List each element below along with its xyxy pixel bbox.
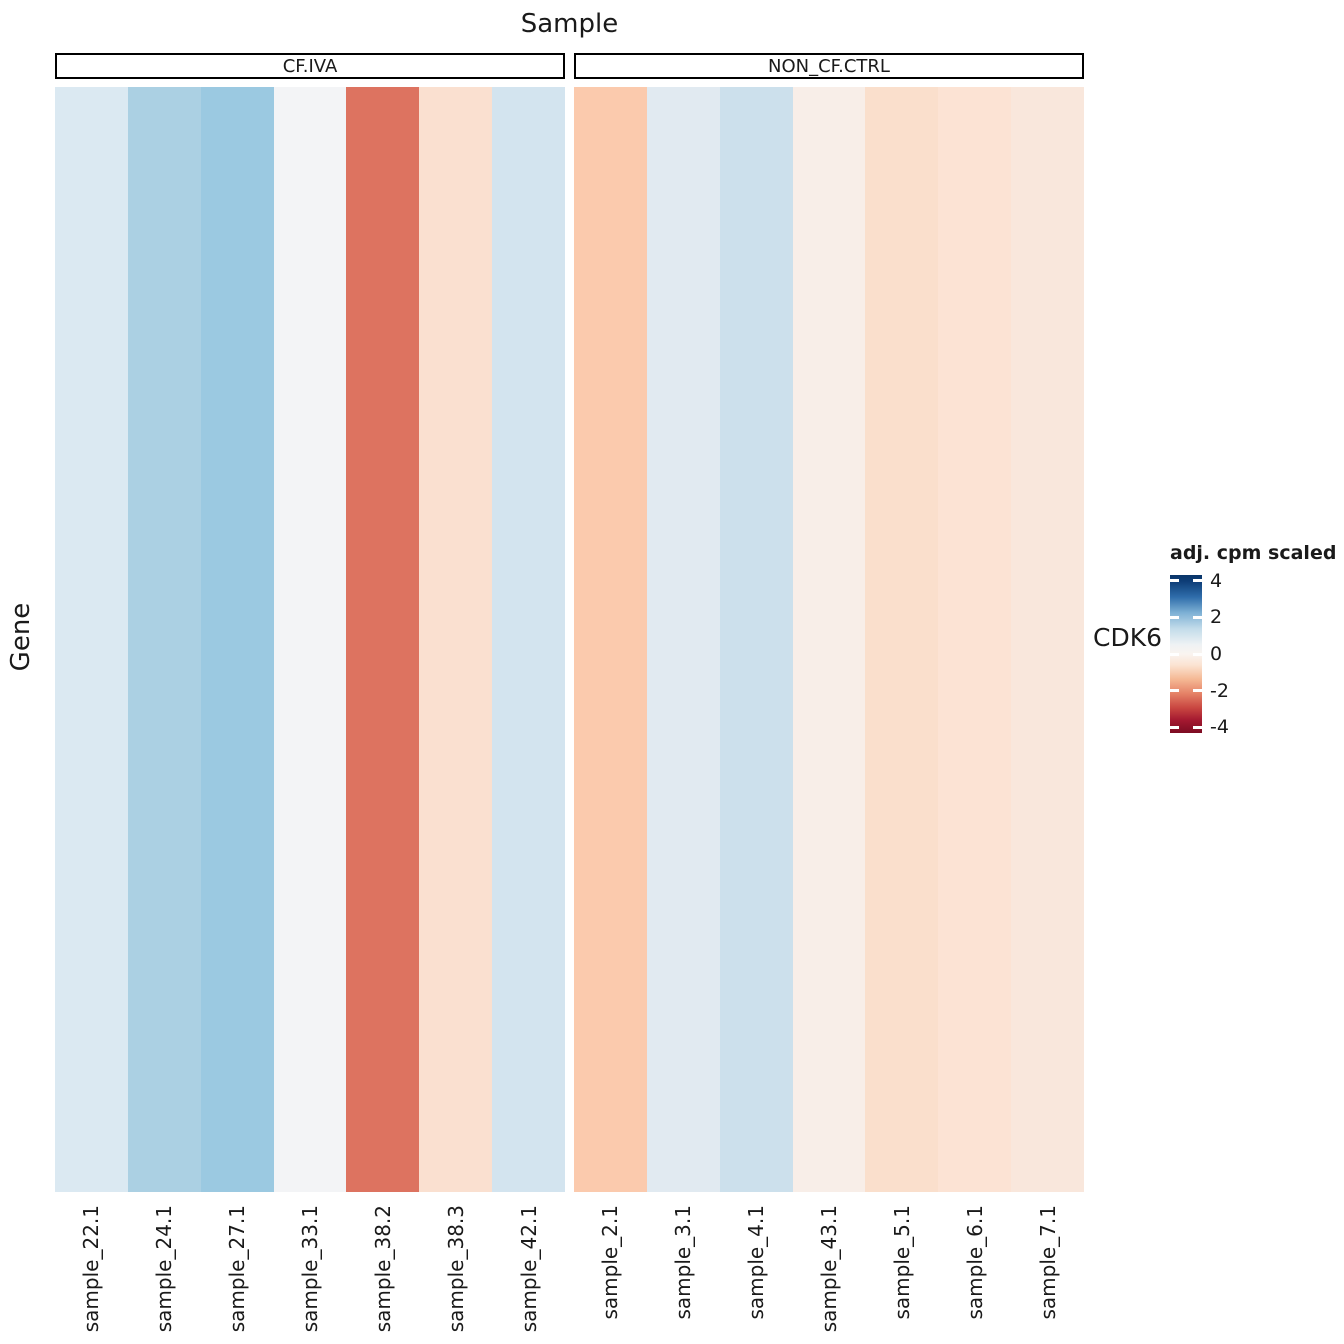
heatmap-cell: [346, 87, 420, 1192]
heatmap-panel-cf-iva: [55, 87, 566, 1192]
legend-tick-label: -2: [1210, 679, 1229, 702]
heatmap-cell: [200, 87, 274, 1192]
heatmap-cell: [646, 87, 720, 1192]
legend-tick-label: 2: [1210, 606, 1223, 629]
legend-tick-label: 0: [1210, 643, 1223, 665]
legend-tick-mark: [1170, 579, 1179, 582]
legend-tick-label: 4: [1210, 569, 1223, 592]
legend-tick-mark: [1193, 579, 1202, 582]
legend-tick-mark: [1193, 689, 1202, 693]
heatmap-cell: [492, 87, 566, 1192]
legend-tick-mark: [1170, 652, 1179, 656]
heatmap-cell: [938, 87, 1012, 1192]
heatmap-cell: [719, 87, 793, 1192]
legend-tick-mark: [1170, 615, 1179, 619]
legend-tick-mark: [1193, 615, 1202, 619]
legend-tick-label: -4: [1210, 716, 1229, 739]
heatmap-cell: [55, 87, 128, 1192]
heatmap-cell: [865, 87, 939, 1192]
heatmap-cell: [273, 87, 347, 1192]
legend-tick-mark: [1193, 725, 1202, 729]
facet-strip-non-cf-ctrl: NON_CF.CTRL: [574, 53, 1084, 79]
heatmap-cell: [419, 87, 493, 1192]
facet-strip-label: CF.IVA: [282, 55, 338, 77]
legend-tick-mark: [1170, 689, 1179, 693]
heatmap-cell: [792, 87, 866, 1192]
heatmap-panel-non-cf-ctrl: [574, 87, 1085, 1192]
facet-strip-label: NON_CF.CTRL: [768, 55, 890, 77]
facet-strip-cf-iva: CF.IVA: [55, 53, 565, 79]
plot-title: Sample: [520, 9, 619, 39]
heatmap-cell: [1011, 87, 1085, 1192]
heatmap-cell: [127, 87, 201, 1192]
heatmap-cell: [574, 87, 647, 1192]
legend-colorbar: [1170, 575, 1202, 733]
legend-title: adj. cpm scaled: [1170, 542, 1337, 564]
legend-tick-mark: [1170, 725, 1179, 729]
row-label-gene: CDK6: [1093, 623, 1163, 652]
y-axis-title-text: Gene: [6, 602, 36, 672]
legend-tick-mark: [1193, 652, 1202, 656]
